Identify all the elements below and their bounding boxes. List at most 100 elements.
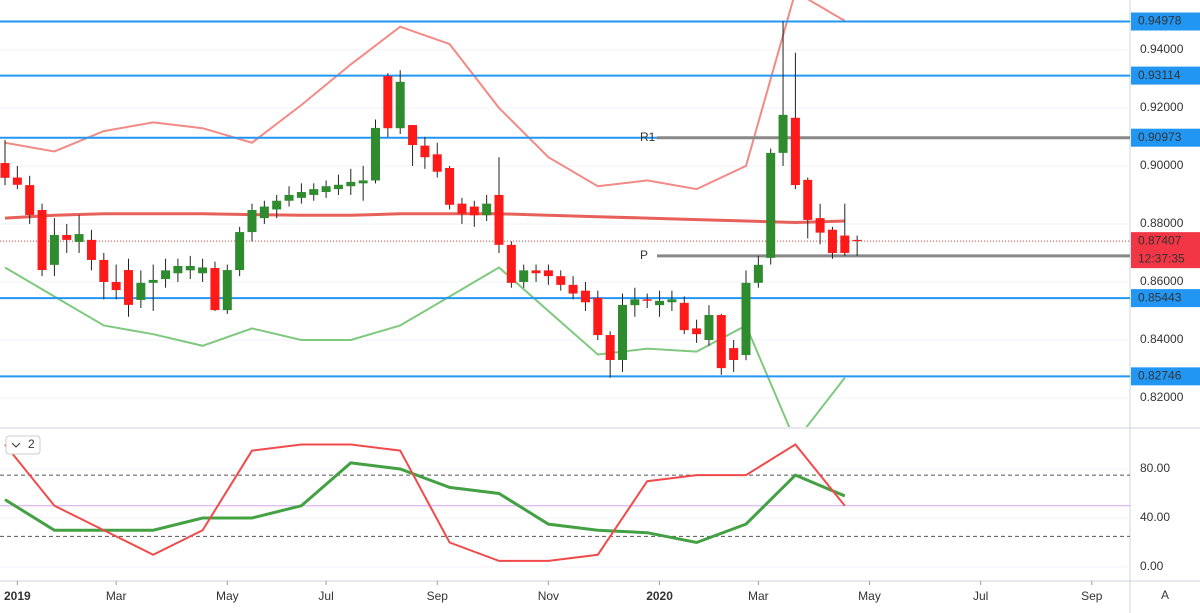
candle-body xyxy=(543,270,553,277)
candle-body xyxy=(482,203,492,216)
candle-body xyxy=(667,299,677,303)
candle-body xyxy=(12,177,22,185)
candle-body xyxy=(494,194,504,245)
indicator-line xyxy=(4,266,846,427)
candle-body xyxy=(741,282,751,356)
price-pane xyxy=(0,0,1130,427)
pivot-label: R1 xyxy=(640,130,656,144)
level-badge xyxy=(1131,66,1200,85)
level-label: 0.82746 xyxy=(1138,369,1182,383)
candle-body xyxy=(86,239,96,260)
x-tick-label: 2020 xyxy=(646,589,673,603)
x-tick-label: May xyxy=(216,589,239,603)
candle-body xyxy=(729,348,739,360)
candle-body xyxy=(716,315,726,369)
candle-body xyxy=(222,270,232,311)
pivot-label: P xyxy=(640,248,648,262)
y-tick-label: 0.84000 xyxy=(1140,332,1184,346)
candle-body xyxy=(111,281,121,291)
candle-body xyxy=(247,210,257,233)
candle-body xyxy=(371,127,380,181)
candle-body xyxy=(519,270,529,282)
candle-body xyxy=(284,194,294,201)
indicator-line xyxy=(4,461,846,545)
chevron xyxy=(11,442,21,448)
level-badge xyxy=(1131,367,1200,386)
x-tick-label: Sep xyxy=(1081,589,1103,603)
candle-body xyxy=(840,235,850,253)
candle-body xyxy=(25,185,35,215)
candle-body xyxy=(62,234,72,240)
candle-body xyxy=(148,279,158,283)
level-badge xyxy=(1131,289,1200,308)
candle-body xyxy=(37,210,47,271)
level-label: 0.85443 xyxy=(1138,290,1182,304)
level-label: 0.94978 xyxy=(1138,14,1182,28)
candle-body xyxy=(0,163,10,178)
indicator-line xyxy=(4,443,846,562)
candle-body xyxy=(395,81,405,129)
candle-body xyxy=(753,264,763,283)
candle-body xyxy=(383,76,393,129)
y-tick-label: 40.00 xyxy=(1140,510,1170,524)
x-tick-label: Sep xyxy=(427,589,449,603)
candle-body xyxy=(408,125,418,146)
level-badge xyxy=(1131,128,1200,147)
indicator-label[interactable]: 2 xyxy=(28,437,35,451)
x-tick-label: Nov xyxy=(538,589,559,603)
level-label: 0.90973 xyxy=(1138,130,1182,144)
candle-body xyxy=(136,282,146,300)
candle-body xyxy=(321,186,331,193)
x-tick-label: Mar xyxy=(106,589,127,603)
y-tick-label: 0.82000 xyxy=(1140,390,1184,404)
oscillator-pane xyxy=(0,443,1130,562)
level-label: 0.93114 xyxy=(1138,68,1181,82)
x-tick-label: Jul xyxy=(973,589,988,603)
y-tick-label: 0.92000 xyxy=(1140,100,1184,114)
candle-body xyxy=(790,117,800,186)
y-tick-label: 0.90000 xyxy=(1140,158,1184,172)
candle-body xyxy=(296,192,306,198)
candle-body xyxy=(333,184,343,190)
candle-body xyxy=(852,239,862,242)
candle-body xyxy=(99,259,109,282)
candle-body xyxy=(655,300,665,306)
y-tick-label: 0.94000 xyxy=(1140,42,1184,56)
candle-body xyxy=(259,206,269,219)
x-tick-label: 2019 xyxy=(4,589,31,603)
candle-body xyxy=(580,290,590,303)
indicator-toggle[interactable] xyxy=(5,435,41,455)
x-tick-label: May xyxy=(858,589,881,603)
candle-body xyxy=(506,244,516,283)
scale-button[interactable]: A xyxy=(1161,588,1169,602)
candle-body xyxy=(605,335,615,360)
candle-body xyxy=(679,302,689,331)
candle-body xyxy=(185,266,195,271)
countdown: 12:37:35 xyxy=(1138,251,1185,265)
level-badge xyxy=(1131,12,1200,31)
candle-body xyxy=(161,270,171,280)
candle-body xyxy=(827,229,837,253)
candle-body xyxy=(272,200,282,210)
candle-body xyxy=(198,267,208,274)
price-badge xyxy=(1131,232,1200,269)
candle-body xyxy=(556,276,566,285)
current-price-label: 0.87407 xyxy=(1138,233,1182,247)
candle-body xyxy=(74,234,84,242)
indicator-line xyxy=(4,212,845,224)
y-tick-label: 0.86000 xyxy=(1140,274,1184,288)
candle-body xyxy=(642,299,652,301)
candle-body xyxy=(235,232,245,271)
candle-body xyxy=(815,218,825,233)
candle-body xyxy=(803,179,813,220)
candle-body xyxy=(49,234,59,265)
candle-body xyxy=(173,266,183,274)
x-tick-label: Mar xyxy=(748,589,769,603)
candle-body xyxy=(469,206,479,216)
y-tick-label: 0.00 xyxy=(1140,559,1164,573)
candle-body xyxy=(432,154,442,172)
candle-body xyxy=(692,328,702,335)
candle-body xyxy=(704,315,714,340)
candle-body xyxy=(457,203,467,214)
